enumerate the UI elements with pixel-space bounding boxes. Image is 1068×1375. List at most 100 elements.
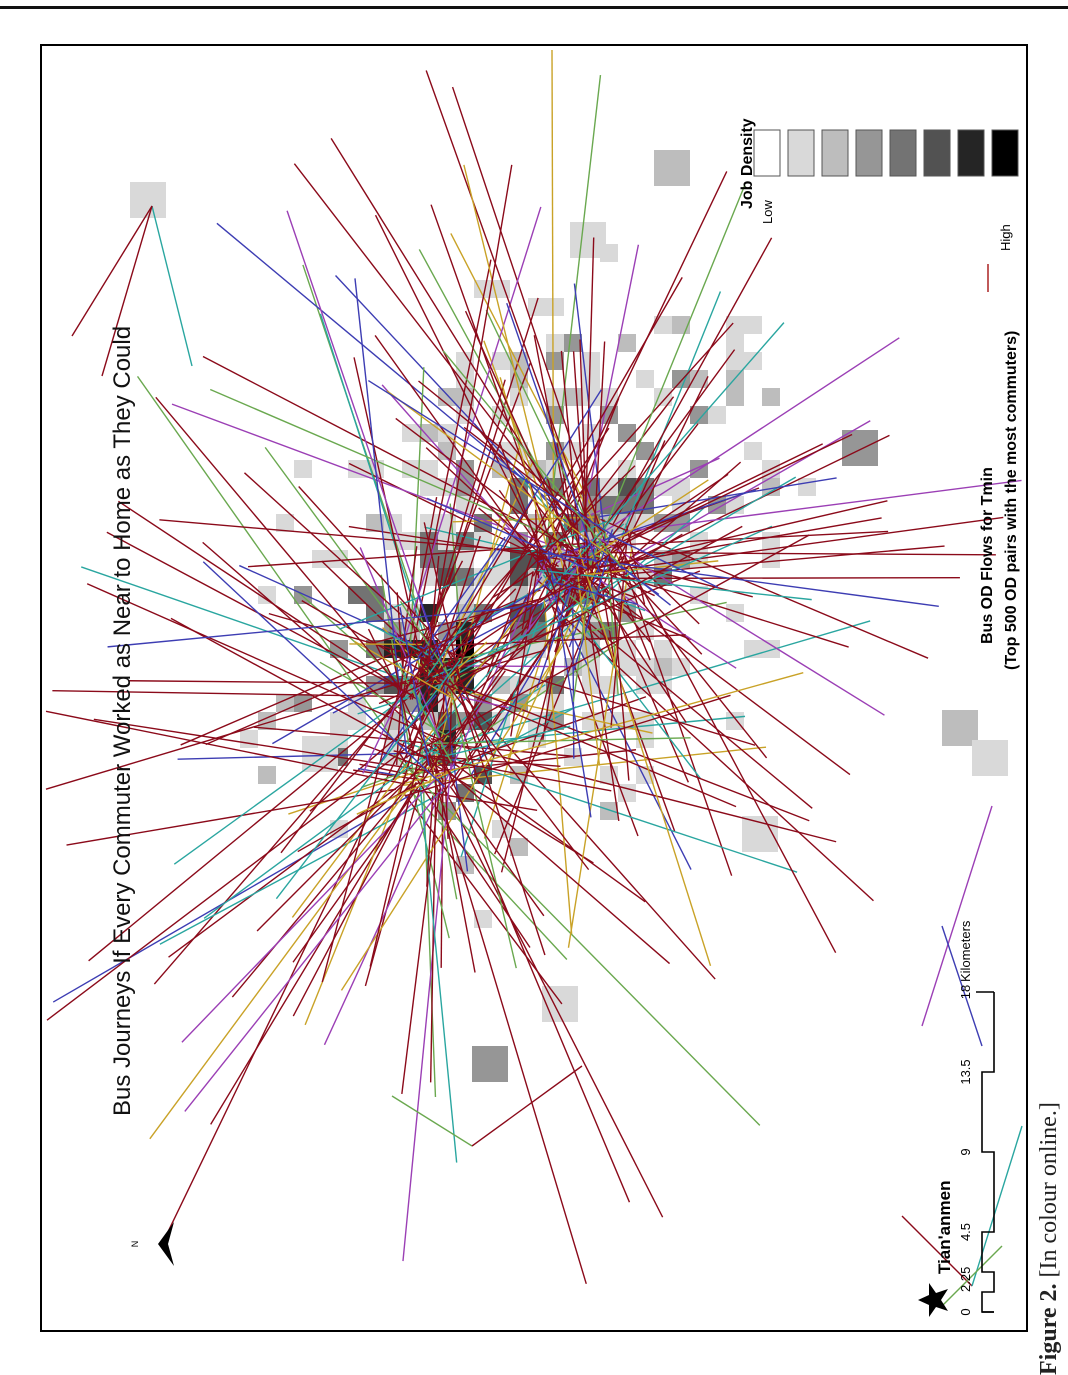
od-flow-line [427, 601, 727, 667]
od-flow-line [610, 544, 628, 728]
density-cell [762, 388, 780, 406]
od-flow-line [353, 357, 442, 751]
od-flow-line [335, 275, 610, 569]
od-flow-line [626, 479, 1022, 532]
density-cell [726, 388, 744, 406]
density-cell [570, 222, 606, 258]
od-flow-line [80, 566, 417, 684]
density-cell [842, 430, 878, 466]
od-flow-line [367, 628, 444, 781]
od-flow-line [414, 642, 619, 778]
od-flow-line [426, 556, 440, 678]
od-flow-line [293, 163, 581, 534]
scale-label-2-25: 2.25 [958, 1267, 973, 1292]
od-flow-line [297, 781, 420, 853]
density-cell [438, 388, 456, 406]
od-flow-line [286, 210, 438, 652]
density-swatch [753, 129, 781, 177]
od-flow-line [441, 672, 469, 872]
od-flow-line [429, 447, 520, 782]
density-cell [672, 550, 690, 568]
density-cell [528, 298, 546, 316]
od-flow-line [628, 420, 871, 560]
density-cell [654, 150, 690, 186]
od-flow-line [612, 237, 773, 525]
density-cell [798, 478, 816, 496]
od-flow-line [629, 556, 700, 625]
od-flow-line [461, 696, 509, 709]
density-cell [546, 334, 564, 352]
density-cell [600, 478, 618, 496]
od-flow-line [181, 770, 445, 1043]
od-flow-line [205, 580, 583, 746]
od-flow-line [437, 761, 671, 965]
top-rule [0, 6, 1068, 9]
density-cell [366, 514, 384, 532]
od-flow-line [386, 390, 625, 568]
flow-legend-subtitle: (Top 500 OD pairs with the most commuter… [1003, 331, 1020, 670]
density-swatch [957, 129, 985, 177]
od-flow-line [209, 388, 607, 561]
density-cell [564, 442, 582, 460]
density-cell [690, 370, 708, 388]
od-flow-line [567, 558, 849, 648]
od-flow-line [537, 569, 812, 601]
od-flow-line [356, 771, 450, 815]
od-flow-line [427, 164, 513, 662]
od-flow-line [567, 547, 633, 948]
density-cell [420, 478, 438, 496]
density-swatch [991, 129, 1019, 177]
density-cell [600, 388, 618, 406]
scale-label-0: 0 [958, 1308, 973, 1315]
density-cell [762, 550, 780, 568]
od-flow-line [506, 302, 601, 572]
od-flow-line [536, 584, 573, 688]
od-flow-line [584, 457, 720, 518]
od-flow-line [572, 602, 575, 759]
od-flow-line [485, 309, 604, 555]
bus-od-flows [45, 49, 1023, 1307]
od-flow-line [402, 362, 531, 700]
scale-unit: Kilometers [958, 920, 973, 982]
od-flow-line [596, 423, 699, 556]
od-flow-line [442, 350, 622, 567]
od-flow-line [395, 417, 576, 556]
density-cell [654, 658, 672, 676]
od-flow-line [393, 750, 612, 792]
od-flow-line [921, 805, 993, 1027]
od-flow-line [485, 552, 534, 678]
od-flow-line [578, 549, 712, 967]
od-flow-line [433, 476, 797, 689]
od-flow-line [210, 784, 417, 1125]
od-flow-line [155, 396, 406, 694]
landmark-label: Tian'anmen [935, 1181, 954, 1274]
od-flow-line [572, 581, 591, 702]
density-cell [582, 388, 600, 406]
od-flow-line [340, 600, 593, 991]
od-flow-line [280, 647, 438, 854]
od-flow-line [129, 680, 441, 685]
od-flow-line [153, 690, 409, 985]
od-flow-line [445, 570, 701, 675]
od-flow-line [168, 753, 443, 958]
caption-text: [In colour online.] [1036, 1102, 1062, 1278]
od-flow-line [621, 291, 722, 537]
od-flow-line [425, 447, 569, 581]
density-cell [438, 550, 456, 568]
figure-caption: Figure 2. [In colour online.] [1030, 995, 1068, 1375]
od-flow-line [402, 206, 542, 646]
od-flow-line [483, 340, 566, 564]
od-flow-line [369, 742, 423, 967]
od-flow-line [608, 549, 630, 781]
od-flow-line [608, 534, 719, 589]
od-flow-line [471, 1065, 583, 1147]
od-flow-line [202, 561, 445, 788]
density-cell [600, 676, 618, 694]
od-flow-line [555, 337, 900, 564]
od-flow-line [159, 519, 600, 559]
density-cell [672, 370, 690, 388]
od-flow-line [430, 673, 810, 822]
od-flow-line [404, 534, 810, 759]
density-cell [654, 316, 672, 334]
od-flow-line [244, 472, 432, 643]
